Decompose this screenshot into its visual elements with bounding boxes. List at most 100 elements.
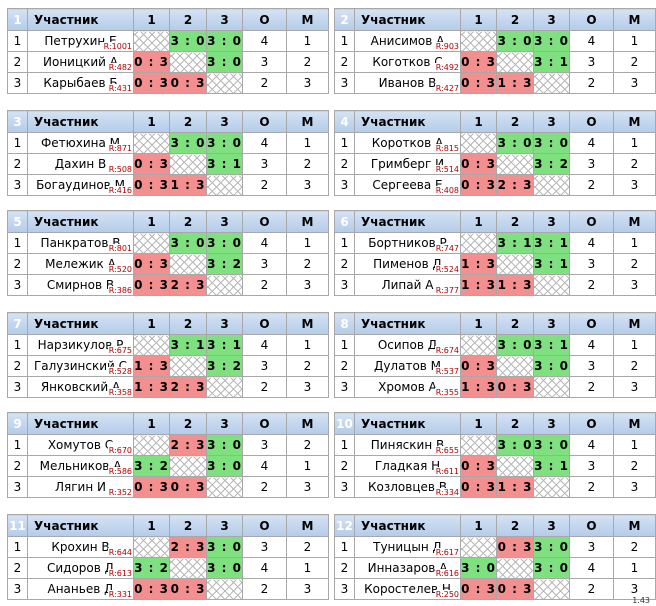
place-number: 3: [334, 578, 355, 600]
place-number: 2: [7, 355, 28, 377]
player-name: Богаудинов М: [36, 178, 125, 192]
place-number: 3: [7, 274, 28, 296]
match-score-loss: 0 : 3: [496, 536, 534, 558]
place-number: 3: [334, 274, 355, 296]
place-number: 3: [334, 376, 355, 398]
player-name: Карыбаев Б: [43, 76, 118, 90]
column-header: 3: [533, 312, 570, 335]
match-score-win: 3 : 0: [206, 51, 243, 73]
player-rating: R:250: [434, 590, 459, 599]
points-value: 4: [569, 30, 614, 52]
player-rating: R:675: [107, 346, 132, 355]
match-score-win: 3 : 0: [533, 355, 570, 377]
rank-value: 3: [613, 274, 656, 296]
participant-column-header: Участник: [27, 412, 134, 435]
points-value: 2: [569, 376, 614, 398]
place-number: 2: [7, 51, 28, 73]
player-cell: Ионицкий А R:482: [27, 51, 134, 73]
self-match-cell: [206, 578, 243, 600]
column-header: 3: [206, 110, 243, 133]
column-header: М: [286, 8, 329, 31]
player-rating: R:416: [107, 186, 132, 195]
place-number: 3: [7, 174, 28, 196]
self-match-cell: [169, 557, 207, 579]
column-header: М: [613, 110, 656, 133]
player-rating: R:386: [107, 286, 132, 295]
rank-value: 1: [613, 232, 656, 254]
rank-value: 1: [286, 232, 329, 254]
player-name: Коготков С: [372, 55, 443, 69]
match-score-loss: 0 : 3: [460, 174, 497, 196]
match-score-loss: 0 : 3: [460, 72, 497, 94]
rank-value: 1: [286, 557, 329, 579]
player-cell: Анисимов А R:903: [354, 30, 461, 52]
column-header: М: [286, 210, 329, 233]
player-name: Осипов Д: [377, 338, 438, 352]
match-score-loss: 0 : 3: [133, 51, 170, 73]
column-header: М: [286, 110, 329, 133]
player-rating: R:1001: [102, 42, 132, 51]
match-score-loss: 2 : 3: [169, 434, 207, 456]
player-rating: R:871: [107, 144, 132, 153]
points-value: 3: [242, 153, 287, 175]
place-number: 1: [7, 434, 28, 456]
rank-value: 2: [286, 434, 329, 456]
place-number: 2: [334, 557, 355, 579]
place-number: 1: [334, 334, 355, 356]
player-rating: R:537: [434, 367, 459, 376]
place-number: 3: [7, 376, 28, 398]
rank-value: 3: [286, 476, 329, 498]
player-cell: Хромов А R:355: [354, 376, 461, 398]
points-value: 3: [242, 51, 287, 73]
match-score-win: 3 : 0: [169, 232, 207, 254]
player-name: Хомутов С: [47, 438, 114, 452]
self-match-cell: [496, 355, 534, 377]
player-rating: R:611: [434, 467, 459, 476]
column-header: М: [613, 210, 656, 233]
player-name: Бортников Р: [368, 236, 447, 250]
player-rating: R:520: [107, 265, 132, 274]
rank-value: 3: [613, 476, 656, 498]
group-number: 12: [334, 514, 355, 537]
points-value: 4: [242, 30, 287, 52]
match-score-loss: 1 : 3: [133, 376, 170, 398]
rank-value: 2: [613, 536, 656, 558]
match-score-loss: 1 : 3: [496, 274, 534, 296]
match-score-loss: 0 : 3: [460, 578, 497, 600]
match-score-loss: 0 : 3: [169, 476, 207, 498]
self-match-cell: [496, 455, 534, 477]
match-score-win: 3 : 0: [206, 434, 243, 456]
self-match-cell: [496, 153, 534, 175]
place-number: 3: [334, 476, 355, 498]
group-number: 4: [334, 110, 355, 133]
self-match-cell: [133, 132, 170, 154]
place-number: 2: [334, 455, 355, 477]
player-cell: Козловцев В R:334: [354, 476, 461, 498]
rank-value: 2: [286, 536, 329, 558]
player-name: Мельников А: [39, 459, 122, 473]
place-number: 1: [334, 536, 355, 558]
player-rating: R:482: [107, 63, 132, 72]
column-header: 2: [169, 110, 207, 133]
player-rating: R:358: [107, 388, 132, 397]
player-name: Петрухин Е: [44, 34, 117, 48]
match-score-loss: 0 : 3: [496, 376, 534, 398]
column-header: 3: [206, 210, 243, 233]
rank-value: 3: [286, 274, 329, 296]
player-cell: Липай А R:377: [354, 274, 461, 296]
player-cell: Петрухин Е R:1001: [27, 30, 134, 52]
rank-value: 3: [286, 174, 329, 196]
player-cell: Гримберг И R:514: [354, 153, 461, 175]
match-score-win: 3 : 0: [206, 557, 243, 579]
group-header-row: 7 Участник 1 2 3 О М: [7, 312, 329, 335]
place-number: 1: [334, 434, 355, 456]
